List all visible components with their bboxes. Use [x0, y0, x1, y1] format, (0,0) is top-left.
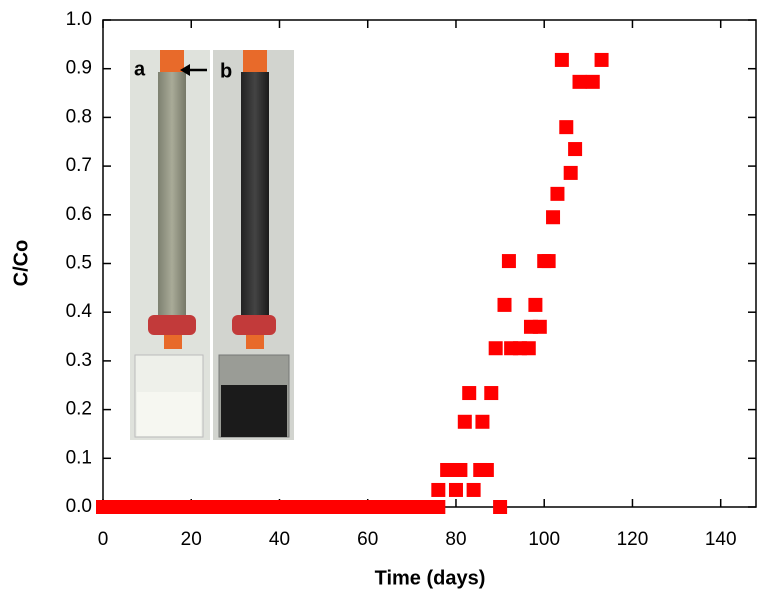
- point: [457, 414, 472, 429]
- y-tick-label: 0.6: [66, 204, 92, 225]
- x-tick-label: 40: [269, 529, 290, 550]
- point: [431, 482, 446, 497]
- x-tick-label: 0: [98, 529, 109, 550]
- point: [431, 500, 446, 514]
- x-tick-label: 60: [357, 529, 378, 550]
- point: [448, 482, 463, 497]
- point: [559, 120, 574, 135]
- x-tick-label: 20: [181, 529, 202, 550]
- point: [568, 142, 583, 157]
- y-tick-label: 0.5: [66, 253, 92, 274]
- point: [550, 186, 565, 201]
- y-axis-label: C/Co: [10, 240, 32, 287]
- point: [546, 210, 561, 225]
- inset-label: a: [134, 58, 146, 80]
- x-axis-label: Time (days): [375, 567, 486, 589]
- x-tick-label: 80: [445, 529, 466, 550]
- y-tick-label: 0.4: [66, 301, 93, 322]
- y-tick-label: 0.8: [66, 106, 92, 127]
- inset-label: b: [220, 60, 232, 82]
- y-tick-label: 1.0: [66, 9, 92, 30]
- point: [497, 297, 512, 312]
- point: [488, 341, 503, 356]
- point: [493, 500, 508, 514]
- point: [462, 386, 477, 401]
- x-tick-label: 120: [617, 529, 649, 550]
- point: [594, 52, 609, 67]
- point: [475, 414, 490, 429]
- point: [532, 319, 547, 334]
- point: [563, 165, 578, 180]
- y-tick-label: 0.0: [66, 496, 92, 517]
- y-tick-label: 0.2: [66, 399, 92, 420]
- point: [554, 52, 569, 67]
- point: [466, 482, 481, 497]
- point: [585, 74, 600, 89]
- point: [541, 254, 556, 269]
- point: [572, 74, 587, 89]
- point: [440, 462, 455, 477]
- point: [484, 386, 499, 401]
- point: [501, 254, 516, 269]
- y-tick-label: 0.1: [66, 447, 92, 468]
- point: [521, 341, 536, 356]
- x-tick-label: 100: [528, 529, 560, 550]
- y-tick-label: 0.3: [66, 350, 92, 371]
- y-tick-label: 0.9: [66, 58, 92, 79]
- point: [528, 297, 543, 312]
- inset-photo: a b: [130, 50, 294, 440]
- x-tick-label: 140: [705, 529, 737, 550]
- point: [453, 462, 468, 477]
- point: [479, 462, 494, 477]
- y-tick-label: 0.7: [66, 155, 92, 176]
